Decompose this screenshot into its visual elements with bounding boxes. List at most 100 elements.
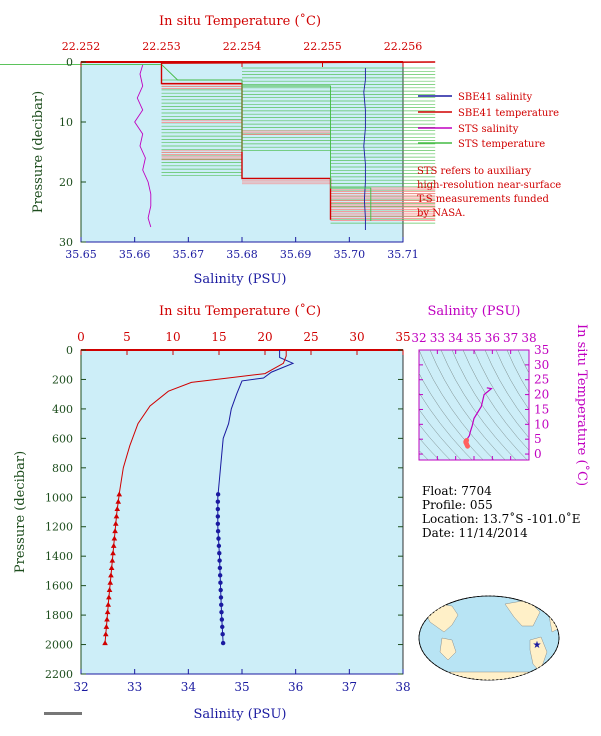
legend-label-sts-salinity: STS salinity <box>458 124 519 135</box>
float-location-marker: ★ <box>533 640 542 651</box>
ts-contour <box>429 350 506 460</box>
ts-top-tick-label: 32 <box>411 331 426 345</box>
top-left-tick-label: 30 <box>59 236 73 249</box>
top-chart-left-axis-label: Pressure (decibar) <box>31 91 46 213</box>
ts-contour <box>462 350 529 451</box>
ts-right-tick-label: 10 <box>534 417 549 431</box>
top-chart-bottom-axis-label: Salinity (PSU) <box>194 272 287 287</box>
top-top-tick-label: 22.252 <box>62 40 101 53</box>
salinity-marker <box>218 595 224 600</box>
ts-contour <box>440 350 517 460</box>
ts-point <box>465 443 470 449</box>
salinity-marker <box>219 602 224 607</box>
top-bottom-tick-label: 35.69 <box>280 248 312 261</box>
salinity-marker <box>215 492 221 497</box>
temperature-marker <box>114 506 121 512</box>
temperature-marker <box>106 594 112 600</box>
temperature-marker <box>102 640 108 646</box>
ts-right-tick-label: 15 <box>534 402 549 416</box>
legend-label-sbe41-salinity: SBE41 salinity <box>458 92 533 103</box>
main-top-tick-label: 15 <box>211 330 226 344</box>
salinity-marker <box>217 573 223 578</box>
top-top-tick-label: 22.253 <box>142 40 181 53</box>
salinity-marker <box>219 609 224 615</box>
ts-top-tick-label: 35 <box>466 331 481 345</box>
top-chart-note: STS refers to auxiliary high-resolution … <box>417 166 561 219</box>
main-left-tick-label: 1000 <box>45 491 73 504</box>
ts-contour <box>419 437 440 460</box>
main-chart-bottom-axis-label: Salinity (PSU) <box>194 707 287 722</box>
top-chart-ticks: 35.65 35.66 35.67 35.68 35.69 35.70 35.71 22.25… <box>59 40 422 261</box>
ts-contour <box>495 350 529 410</box>
temperature-marker <box>102 631 109 637</box>
location: Location: 13.7˚S -101.0˚E <box>422 511 580 526</box>
salinity-marker <box>215 499 221 504</box>
temperature-marker <box>115 498 122 504</box>
main-left-tick-label: 1600 <box>45 580 73 593</box>
top-bottom-tick-label: 35.67 <box>173 248 205 261</box>
temperature-marker <box>106 587 113 593</box>
map-border <box>418 595 560 681</box>
top-series-sts-temperature <box>0 63 372 221</box>
main-bottom-tick-label: 32 <box>73 680 88 694</box>
main-top-tick-label: 20 <box>257 330 272 344</box>
ts-contour <box>419 372 484 460</box>
main-bottom-tick-label: 37 <box>342 680 357 694</box>
ts-top-tick-label: 37 <box>503 331 518 345</box>
ts-contour <box>484 350 529 425</box>
main-left-tick-label: 1400 <box>45 550 73 563</box>
ts-plot-area <box>418 349 530 461</box>
ts-top-tick-label: 34 <box>448 331 464 345</box>
date: Date: 11/14/2014 <box>422 526 528 540</box>
top-bottom-tick-label: 35.66 <box>119 248 151 261</box>
temperature-marker <box>104 609 111 615</box>
main-left-tick-label: 0 <box>66 344 73 357</box>
land-antarctica <box>421 671 559 680</box>
land-australia <box>439 637 457 661</box>
top-top-tick-label: 22.256 <box>384 40 423 53</box>
ts-right-tick-label: 20 <box>534 388 549 402</box>
temperature-marker <box>109 557 116 563</box>
top-series-sts-salinity <box>134 64 152 228</box>
temperature-marker <box>111 535 118 541</box>
main-top-tick-label: 30 <box>349 330 364 344</box>
temperature-marker <box>107 579 114 585</box>
main-top-tick-label: 35 <box>395 330 410 344</box>
ts-contour <box>517 350 529 374</box>
float-info: Float: 7704 Profile: 055 Location: 13.7˚… <box>422 484 580 540</box>
top-sbe41-temperature-lines <box>161 84 436 221</box>
profile-number: Profile: 055 <box>422 498 493 512</box>
main-top-tick-label: 5 <box>123 330 131 344</box>
top-bottom-tick-label: 35.68 <box>226 248 258 261</box>
salinity-marker <box>216 543 222 549</box>
temperature-marker <box>103 623 110 629</box>
temperature-marker <box>108 572 114 578</box>
note-line-3: T-S measurements funded <box>417 194 549 205</box>
top-chart-top-axis-label: In situ Temperature (˚C) <box>159 13 321 29</box>
top-bottom-tick-label: 35.71 <box>387 248 419 261</box>
top-left-tick-label: 20 <box>59 176 73 189</box>
salinity-marker <box>217 558 222 563</box>
ts-right-tick-label: 25 <box>534 373 549 387</box>
salinity-marker <box>215 521 221 526</box>
temperature-marker <box>110 550 116 556</box>
top-top-tick-label: 22.254 <box>223 40 262 53</box>
main-left-tick-label: 200 <box>52 373 73 386</box>
main-left-tick-label: 2200 <box>45 668 73 681</box>
main-left-tick-label: 800 <box>52 462 73 475</box>
salinity-marker <box>218 587 223 593</box>
salinity-marker <box>215 528 221 534</box>
ts-right-tick-label: 0 <box>534 447 542 461</box>
main-top-tick-label: 0 <box>77 330 85 344</box>
salinity-marker <box>220 624 225 630</box>
main-chart: 32 33 34 35 36 37 38 0 5 10 15 20 25 30 35 0 200 400 600 80… <box>13 303 411 722</box>
ts-right-tick-label: 5 <box>534 432 542 446</box>
ts-contour <box>451 350 528 460</box>
salinity-marker <box>215 506 221 512</box>
temperature-marker <box>104 616 110 622</box>
main-bottom-tick-label: 33 <box>127 680 142 694</box>
salinity-marker <box>220 632 225 637</box>
salinity-marker <box>217 565 223 571</box>
ts-top-tick-label: 33 <box>430 331 445 345</box>
